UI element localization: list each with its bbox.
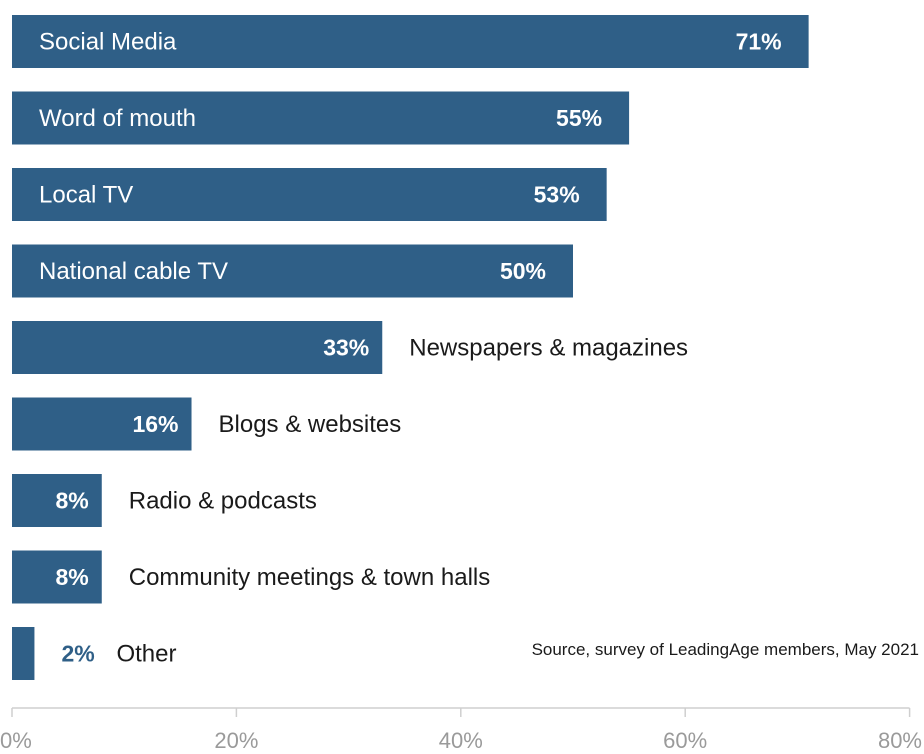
bar-category-label: Community meetings & town halls <box>129 564 490 591</box>
bar-row: 16% Blogs & websites <box>12 397 402 451</box>
x-tick-label: 0% <box>0 728 32 753</box>
bar <box>12 321 383 374</box>
x-tick-label: 80% <box>878 728 922 753</box>
bar-value-label: 71% <box>736 29 782 55</box>
bar <box>12 168 607 221</box>
bar-category-label: Newspapers & magazines <box>409 335 688 362</box>
bar-value-label: 53% <box>534 182 580 208</box>
x-tick-label: 40% <box>439 728 483 753</box>
bar-value-label: 55% <box>556 105 602 131</box>
bar-category-label: Other <box>116 641 176 668</box>
bar <box>12 244 573 298</box>
bar-row: 8% Community meetings & town halls <box>12 550 490 604</box>
bar <box>12 550 102 604</box>
source-note: Source, survey of LeadingAge members, Ma… <box>532 640 919 659</box>
bar-row: Word of mouth 55% <box>12 91 630 145</box>
bar-row: Social Media 71% <box>12 15 809 68</box>
bar-category-label: Word of mouth <box>39 105 196 132</box>
bar <box>12 627 35 680</box>
bar-value-label: 8% <box>56 564 89 590</box>
x-tick-label: 20% <box>214 728 258 753</box>
x-axis: 0% 20% 40% 60% 80% <box>0 707 922 753</box>
bar-value-label: 50% <box>500 258 546 284</box>
bar-row: National cable TV 50% <box>12 244 573 298</box>
bar-value-label: 2% <box>61 641 94 667</box>
bar-row: 2% Other <box>12 627 176 680</box>
bar-row: Local TV 53% <box>12 168 607 221</box>
bar-value-label: 8% <box>56 488 89 514</box>
bar <box>12 397 192 451</box>
bar-category-label: Social Media <box>39 29 177 56</box>
bar <box>12 474 102 527</box>
x-tick-label: 60% <box>663 728 707 753</box>
bar-value-label: 16% <box>132 411 178 437</box>
bar <box>12 15 809 68</box>
bar-row: 8% Radio & podcasts <box>12 474 317 527</box>
bar-category-label: Radio & podcasts <box>129 488 317 515</box>
bar-row: 33% Newspapers & magazines <box>12 321 688 374</box>
bar-category-label: Local TV <box>39 182 133 209</box>
bar-category-label: Blogs & websites <box>219 411 402 438</box>
bar <box>12 91 630 145</box>
bar-category-label: National cable TV <box>39 258 228 285</box>
bars-group: Social Media 71% Word of mouth 55% Local TV 5… <box>12 15 809 680</box>
bar-value-label: 33% <box>323 335 369 361</box>
